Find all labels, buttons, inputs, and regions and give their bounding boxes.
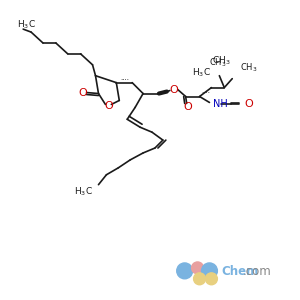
Text: Chem: Chem xyxy=(221,266,259,278)
Text: H$_3$C: H$_3$C xyxy=(17,19,36,31)
Text: CH$_3$: CH$_3$ xyxy=(212,54,231,67)
Text: O: O xyxy=(244,99,253,110)
Text: O: O xyxy=(183,102,192,112)
Text: .com: .com xyxy=(243,266,272,278)
Text: NH: NH xyxy=(213,99,228,110)
Text: H$_3$C: H$_3$C xyxy=(74,185,92,198)
Circle shape xyxy=(206,273,218,285)
Text: ····: ···· xyxy=(202,91,211,97)
Text: CH$_3$: CH$_3$ xyxy=(208,56,226,69)
Text: CH$_3$: CH$_3$ xyxy=(240,61,258,74)
Text: O: O xyxy=(104,101,113,111)
Circle shape xyxy=(177,263,193,279)
Circle shape xyxy=(194,273,206,285)
Circle shape xyxy=(202,263,218,279)
Text: O: O xyxy=(169,85,178,94)
Circle shape xyxy=(192,262,203,274)
Text: O: O xyxy=(78,88,87,98)
Text: ····: ···· xyxy=(120,77,129,83)
Text: H$_3$C: H$_3$C xyxy=(191,67,210,79)
